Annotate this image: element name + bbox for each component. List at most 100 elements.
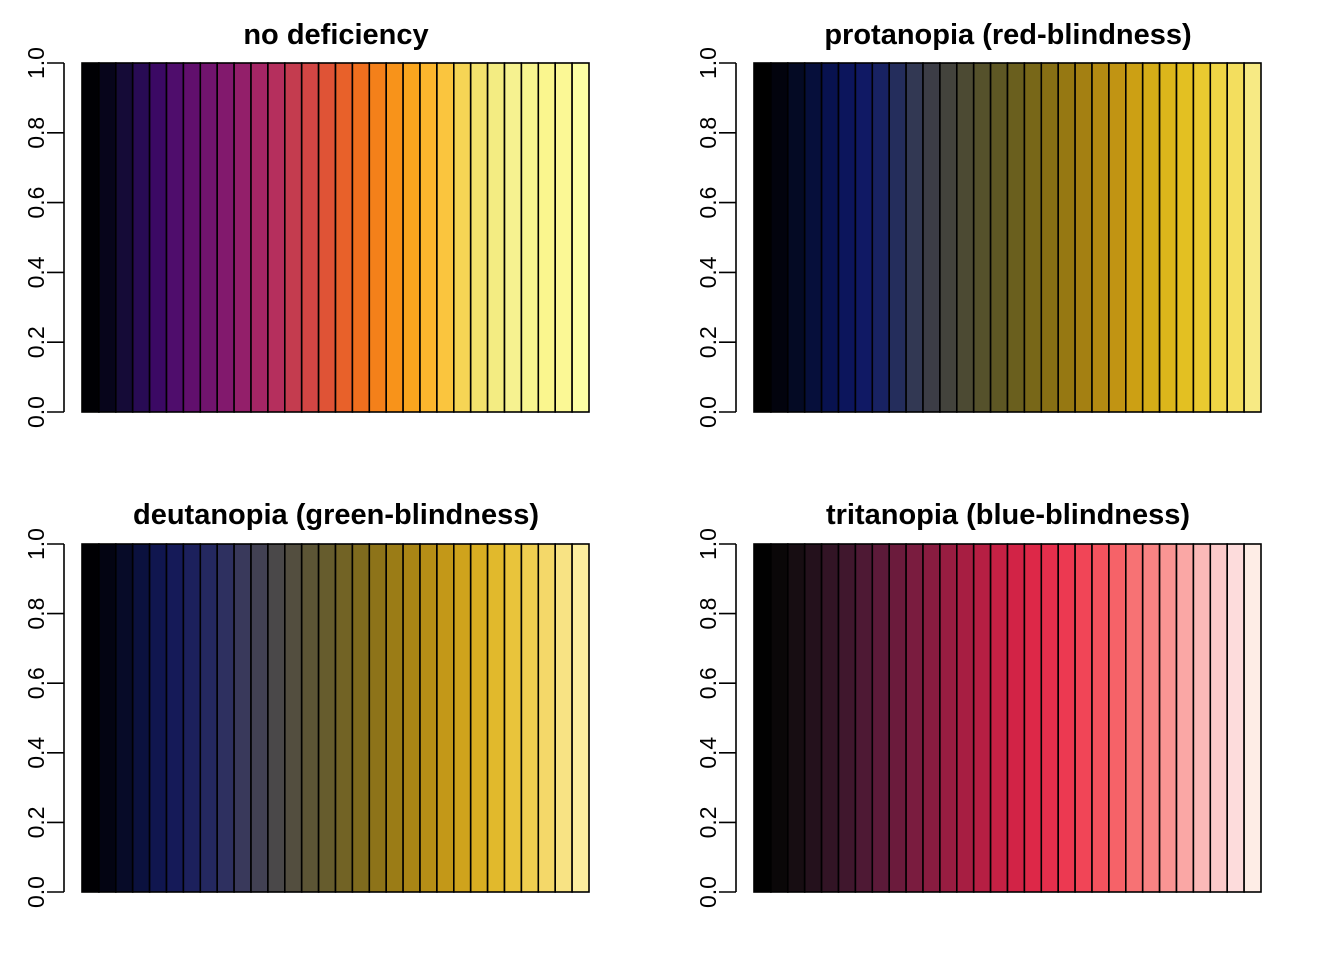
y-tick-label: 0.2 bbox=[23, 326, 49, 358]
y-axis: 0.0 0.2 0.4 0.6 0.8 1.0 bbox=[695, 47, 737, 428]
bar bbox=[803, 543, 823, 893]
bar bbox=[786, 62, 806, 413]
bar bbox=[955, 62, 975, 413]
bar bbox=[537, 543, 556, 893]
bar bbox=[1141, 543, 1161, 893]
bar bbox=[216, 543, 235, 893]
bar bbox=[554, 62, 573, 413]
y-tick-label: 0.4 bbox=[695, 256, 721, 288]
panel-no-deficiency: no deficiency 0.0 0.2 0.4 0.6 0.8 1.0 bbox=[23, 19, 590, 428]
y-tick-label: 0.2 bbox=[695, 806, 721, 838]
bar bbox=[131, 543, 151, 893]
y-tick-label: 0.6 bbox=[23, 667, 49, 699]
bar bbox=[786, 543, 806, 893]
bar-group bbox=[753, 543, 1262, 893]
bar bbox=[216, 62, 235, 413]
y-tick-label: 0.4 bbox=[695, 737, 721, 769]
bar bbox=[334, 62, 354, 413]
bar bbox=[871, 62, 890, 413]
bar bbox=[334, 543, 354, 893]
panel-tritanopia: tritanopia (blue-blindness) 0.0 0.2 0.4 0.6… bbox=[695, 499, 1262, 908]
bar bbox=[283, 62, 303, 413]
bar bbox=[837, 62, 857, 413]
y-axis: 0.0 0.2 0.4 0.6 0.8 1.0 bbox=[695, 528, 737, 908]
y-axis: 0.0 0.2 0.4 0.6 0.8 1.0 bbox=[23, 528, 65, 908]
panel-title: protanopia (red-blindness) bbox=[824, 19, 1191, 51]
bar bbox=[452, 62, 472, 413]
bar bbox=[486, 62, 506, 413]
bar bbox=[300, 62, 320, 413]
bar bbox=[854, 543, 874, 893]
bar bbox=[989, 62, 1009, 413]
bar bbox=[1074, 543, 1093, 893]
bar bbox=[351, 62, 371, 413]
bar bbox=[770, 543, 789, 893]
bar bbox=[469, 543, 489, 893]
bar bbox=[351, 543, 371, 893]
bar bbox=[972, 62, 992, 413]
bar bbox=[1192, 543, 1212, 893]
y-tick-label: 1.0 bbox=[695, 528, 721, 560]
bar bbox=[1057, 62, 1076, 413]
y-tick-label: 0.0 bbox=[695, 876, 721, 908]
panel-deutanopia: deutanopia (green-blindness) 0.0 0.2 0.4 0.… bbox=[23, 499, 590, 908]
bar bbox=[419, 543, 438, 893]
bar bbox=[148, 62, 168, 413]
bar bbox=[452, 543, 472, 893]
bar bbox=[905, 62, 924, 413]
y-tick-label: 0.6 bbox=[23, 187, 49, 219]
bar bbox=[888, 62, 907, 413]
bar bbox=[888, 543, 907, 893]
bar bbox=[554, 543, 573, 893]
panel-title: no deficiency bbox=[243, 19, 428, 51]
bar bbox=[1006, 62, 1026, 413]
bar bbox=[1226, 543, 1245, 893]
y-tick-label: 0.0 bbox=[23, 396, 49, 428]
bar bbox=[250, 62, 269, 413]
y-tick-label: 0.6 bbox=[695, 187, 721, 219]
y-tick-label: 0.2 bbox=[23, 806, 49, 838]
bar bbox=[939, 62, 958, 413]
bar bbox=[267, 543, 286, 893]
bar bbox=[803, 62, 823, 413]
bar bbox=[905, 543, 924, 893]
bar bbox=[385, 62, 404, 413]
bar bbox=[402, 62, 421, 413]
panel-title: deutanopia (green-blindness) bbox=[133, 499, 539, 531]
bar bbox=[81, 62, 100, 413]
bar bbox=[1125, 62, 1144, 413]
y-tick-label: 0.4 bbox=[23, 737, 49, 769]
bar bbox=[368, 62, 387, 413]
bar bbox=[520, 543, 540, 893]
y-tick-label: 0.0 bbox=[695, 396, 721, 428]
bar bbox=[1091, 62, 1110, 413]
bar bbox=[520, 62, 540, 413]
bar bbox=[1074, 62, 1093, 413]
bar bbox=[837, 543, 857, 893]
bar bbox=[115, 62, 134, 413]
bar bbox=[753, 543, 772, 893]
bar bbox=[1175, 543, 1195, 893]
y-tick-label: 0.0 bbox=[23, 876, 49, 908]
bar bbox=[182, 62, 202, 413]
bar bbox=[1108, 543, 1127, 893]
bar bbox=[199, 543, 219, 893]
bar bbox=[503, 62, 523, 413]
bar bbox=[1243, 62, 1262, 413]
bar bbox=[267, 62, 286, 413]
bar bbox=[770, 62, 789, 413]
bar bbox=[1158, 543, 1178, 893]
bar bbox=[486, 543, 506, 893]
bar bbox=[1209, 62, 1229, 413]
y-tick-label: 0.2 bbox=[695, 326, 721, 358]
bar bbox=[922, 543, 941, 893]
bar bbox=[115, 543, 134, 893]
bar bbox=[537, 62, 556, 413]
bar bbox=[1023, 62, 1043, 413]
y-tick-label: 0.8 bbox=[23, 117, 49, 149]
y-tick-label: 0.6 bbox=[695, 667, 721, 699]
y-tick-label: 0.8 bbox=[23, 598, 49, 630]
bar bbox=[402, 543, 421, 893]
bar bbox=[1040, 62, 1060, 413]
